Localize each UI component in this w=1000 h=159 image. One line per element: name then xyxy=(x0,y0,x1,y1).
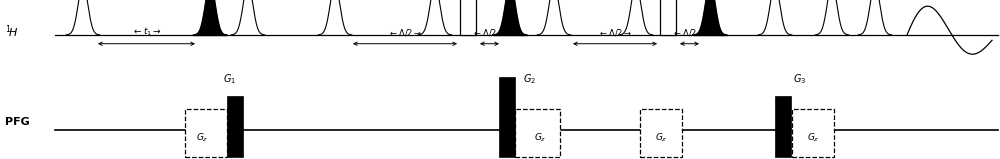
Text: $G_1$: $G_1$ xyxy=(223,72,237,86)
Text: $^1\!H$: $^1\!H$ xyxy=(5,24,19,40)
Bar xyxy=(227,96,243,157)
Text: $G_z$: $G_z$ xyxy=(655,131,667,144)
Text: $G_z$: $G_z$ xyxy=(196,131,208,144)
Bar xyxy=(775,96,791,157)
Bar xyxy=(185,109,227,157)
Text: $\leftarrow t_1 \rightarrow$: $\leftarrow t_1 \rightarrow$ xyxy=(132,26,161,38)
Text: $\leftarrow\Delta/2\rightarrow$: $\leftarrow\Delta/2\rightarrow$ xyxy=(472,27,507,38)
Bar xyxy=(515,109,560,157)
Text: $\leftarrow\Delta/2\rightarrow$: $\leftarrow\Delta/2\rightarrow$ xyxy=(388,27,422,38)
Text: $\leftarrow\Delta/2\rightarrow$: $\leftarrow\Delta/2\rightarrow$ xyxy=(672,27,707,38)
Bar xyxy=(499,77,515,157)
Text: $G_3$: $G_3$ xyxy=(793,72,807,86)
Bar xyxy=(460,0,476,35)
Text: $G_2$: $G_2$ xyxy=(523,72,537,86)
Bar xyxy=(660,0,676,35)
Bar xyxy=(792,109,834,157)
Text: $G_z$: $G_z$ xyxy=(534,131,546,144)
Text: $G_z$: $G_z$ xyxy=(807,131,819,144)
Text: $\leftarrow\Delta/2\rightarrow$: $\leftarrow\Delta/2\rightarrow$ xyxy=(598,27,632,38)
Text: PFG: PFG xyxy=(5,118,30,127)
Bar xyxy=(640,109,682,157)
